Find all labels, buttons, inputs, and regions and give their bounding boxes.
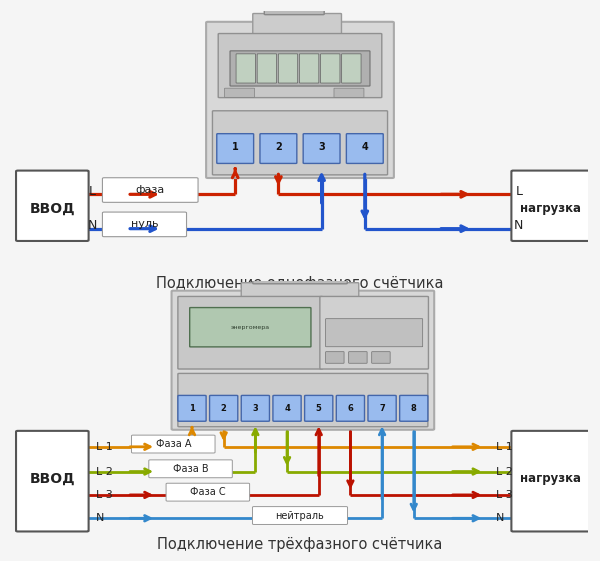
FancyBboxPatch shape: [16, 431, 89, 531]
Text: Подключение трёхфазного счётчика: Подключение трёхфазного счётчика: [157, 537, 443, 552]
FancyBboxPatch shape: [368, 396, 396, 421]
Text: Фаза С: Фаза С: [190, 487, 226, 497]
Text: 2: 2: [275, 142, 282, 152]
FancyBboxPatch shape: [305, 396, 333, 421]
Text: L 2: L 2: [496, 467, 513, 476]
FancyBboxPatch shape: [206, 22, 394, 178]
FancyBboxPatch shape: [218, 34, 382, 98]
FancyBboxPatch shape: [511, 171, 590, 241]
FancyBboxPatch shape: [257, 54, 277, 83]
Text: L 1: L 1: [95, 442, 112, 452]
Text: N: N: [95, 513, 104, 523]
FancyBboxPatch shape: [236, 54, 256, 83]
FancyBboxPatch shape: [224, 88, 254, 98]
Text: 5: 5: [316, 404, 322, 413]
Text: L 1: L 1: [496, 442, 512, 452]
FancyBboxPatch shape: [241, 396, 269, 421]
FancyBboxPatch shape: [400, 396, 428, 421]
FancyBboxPatch shape: [278, 54, 298, 83]
Text: 4: 4: [284, 404, 290, 413]
FancyBboxPatch shape: [241, 283, 359, 300]
FancyBboxPatch shape: [103, 212, 187, 237]
Text: нейтраль: нейтраль: [275, 511, 325, 521]
FancyBboxPatch shape: [320, 296, 428, 369]
FancyBboxPatch shape: [172, 291, 434, 430]
Text: энергомера: энергомера: [231, 325, 270, 330]
FancyBboxPatch shape: [299, 54, 319, 83]
FancyBboxPatch shape: [264, 2, 324, 15]
Text: Фаза А: Фаза А: [155, 439, 191, 449]
Text: нагрузка: нагрузка: [520, 472, 581, 485]
Text: Подключение однофазного счётчика: Подключение однофазного счётчика: [156, 275, 444, 291]
FancyBboxPatch shape: [253, 13, 341, 35]
FancyBboxPatch shape: [326, 352, 344, 363]
Text: L 2: L 2: [95, 467, 112, 476]
FancyBboxPatch shape: [217, 134, 254, 163]
Text: 6: 6: [347, 404, 353, 413]
FancyBboxPatch shape: [103, 178, 198, 203]
FancyBboxPatch shape: [273, 396, 301, 421]
FancyBboxPatch shape: [178, 396, 206, 421]
Text: 3: 3: [318, 142, 325, 152]
Text: нуль: нуль: [131, 219, 158, 229]
Text: 7: 7: [379, 404, 385, 413]
Text: фаза: фаза: [136, 185, 165, 195]
FancyBboxPatch shape: [212, 111, 388, 175]
FancyBboxPatch shape: [131, 435, 215, 453]
Text: 2: 2: [221, 404, 227, 413]
FancyBboxPatch shape: [190, 307, 311, 347]
Text: L: L: [89, 185, 96, 198]
FancyBboxPatch shape: [341, 54, 361, 83]
FancyBboxPatch shape: [346, 134, 383, 163]
FancyBboxPatch shape: [303, 134, 340, 163]
FancyBboxPatch shape: [372, 352, 390, 363]
Text: ВВОД: ВВОД: [29, 201, 75, 215]
Text: 4: 4: [361, 142, 368, 152]
FancyBboxPatch shape: [334, 88, 364, 98]
FancyBboxPatch shape: [511, 431, 590, 531]
Text: нагрузка: нагрузка: [520, 202, 581, 215]
Text: L 3: L 3: [496, 490, 512, 500]
FancyBboxPatch shape: [349, 352, 367, 363]
FancyBboxPatch shape: [253, 507, 347, 525]
Text: L: L: [515, 185, 523, 198]
Text: L 3: L 3: [95, 490, 112, 500]
FancyBboxPatch shape: [178, 296, 323, 369]
FancyBboxPatch shape: [149, 460, 232, 478]
FancyBboxPatch shape: [230, 51, 370, 86]
Text: 1: 1: [232, 142, 239, 152]
Text: 8: 8: [411, 404, 416, 413]
Text: ВВОД: ВВОД: [29, 471, 75, 485]
FancyBboxPatch shape: [260, 134, 297, 163]
FancyBboxPatch shape: [178, 374, 428, 427]
Text: N: N: [88, 219, 97, 232]
Text: N: N: [514, 219, 524, 232]
FancyBboxPatch shape: [16, 171, 89, 241]
FancyBboxPatch shape: [320, 54, 340, 83]
Text: 3: 3: [253, 404, 258, 413]
FancyBboxPatch shape: [253, 272, 347, 284]
FancyBboxPatch shape: [326, 319, 422, 347]
FancyBboxPatch shape: [336, 396, 365, 421]
Text: 1: 1: [189, 404, 195, 413]
FancyBboxPatch shape: [166, 483, 250, 501]
FancyBboxPatch shape: [209, 396, 238, 421]
Text: Фаза В: Фаза В: [173, 464, 208, 474]
Text: N: N: [496, 513, 504, 523]
